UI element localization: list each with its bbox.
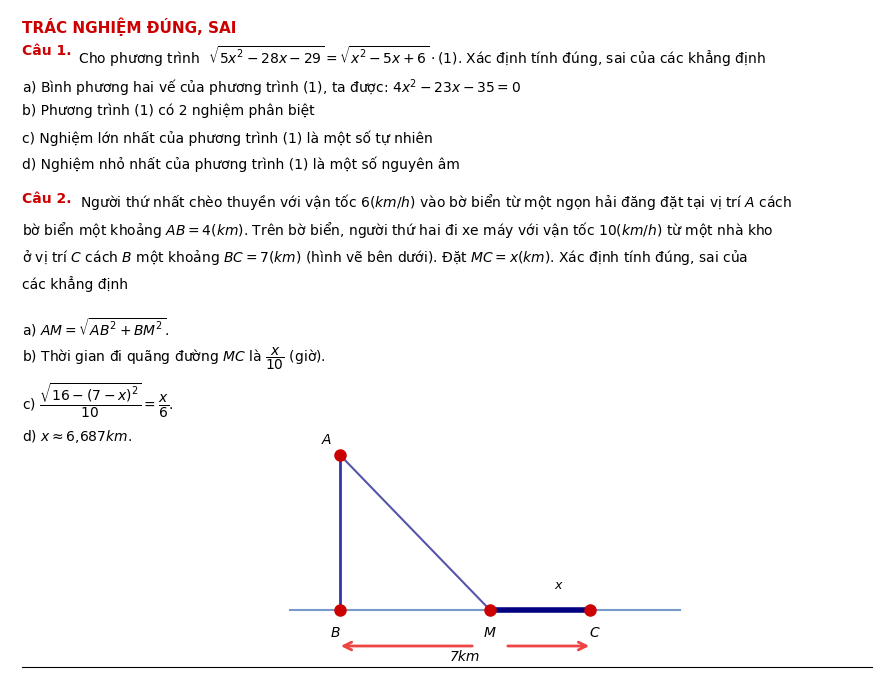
Text: 7km: 7km: [450, 650, 480, 664]
Text: các khẳng định: các khẳng định: [22, 276, 128, 292]
Text: TRÁC NGHIỆM ĐÚNG, SAI: TRÁC NGHIỆM ĐÚNG, SAI: [22, 18, 236, 37]
Text: c) Nghiệm lớn nhất của phương trình (1) là một số tự nhiên: c) Nghiệm lớn nhất của phương trình (1) …: [22, 130, 433, 145]
Text: a) Bình phương hai vế của phương trình (1), ta được: $4x^2-23x-35=0$: a) Bình phương hai vế của phương trình (…: [22, 78, 521, 99]
Text: C: C: [589, 626, 599, 640]
Text: ở vị trí $C$ cách $B$ một khoảng $BC=7(km)$ (hình vẽ bên dưới). Đặt $MC=x(km)$. : ở vị trí $C$ cách $B$ một khoảng $BC=7(k…: [22, 248, 748, 267]
Text: b) Thời gian đi quãng đường $MC$ là $\dfrac{x}{10}$ (giờ).: b) Thời gian đi quãng đường $MC$ là $\df…: [22, 346, 325, 372]
Text: Người thứ nhất chèo thuyền với vận tốc $6(km/h)$ vào bờ biển từ một ngọn hải đăn: Người thứ nhất chèo thuyền với vận tốc $…: [76, 192, 792, 212]
Text: x: x: [554, 579, 561, 592]
Text: c) $\dfrac{\sqrt{16-(7-x)^2}}{10}=\dfrac{x}{6}$.: c) $\dfrac{\sqrt{16-(7-x)^2}}{10}=\dfrac…: [22, 382, 173, 420]
Text: d) $x\approx 6{,}687km$.: d) $x\approx 6{,}687km$.: [22, 428, 132, 445]
Text: Cho phương trình  $\sqrt{5x^2-28x-29}=\sqrt{x^2-5x+6}\cdot(1)$. Xác định tính đú: Cho phương trình $\sqrt{5x^2-28x-29}=\sq…: [74, 44, 766, 69]
Text: d) Nghiệm nhỏ nhất của phương trình (1) là một số nguyên âm: d) Nghiệm nhỏ nhất của phương trình (1) …: [22, 156, 460, 172]
Text: b) Phương trình (1) có 2 nghiệm phân biệt: b) Phương trình (1) có 2 nghiệm phân biệ…: [22, 104, 315, 119]
Text: a) $AM=\sqrt{AB^2+BM^2}$.: a) $AM=\sqrt{AB^2+BM^2}$.: [22, 316, 169, 339]
Text: B: B: [330, 626, 340, 640]
Text: bờ biển một khoảng $AB=4(km)$. Trên bờ biển, người thứ hai đi xe máy với vận tốc: bờ biển một khoảng $AB=4(km)$. Trên bờ b…: [22, 220, 773, 240]
Text: A: A: [321, 433, 331, 447]
Text: Câu 1.: Câu 1.: [22, 44, 72, 58]
Text: Câu 2.: Câu 2.: [22, 192, 72, 206]
Text: M: M: [484, 626, 496, 640]
